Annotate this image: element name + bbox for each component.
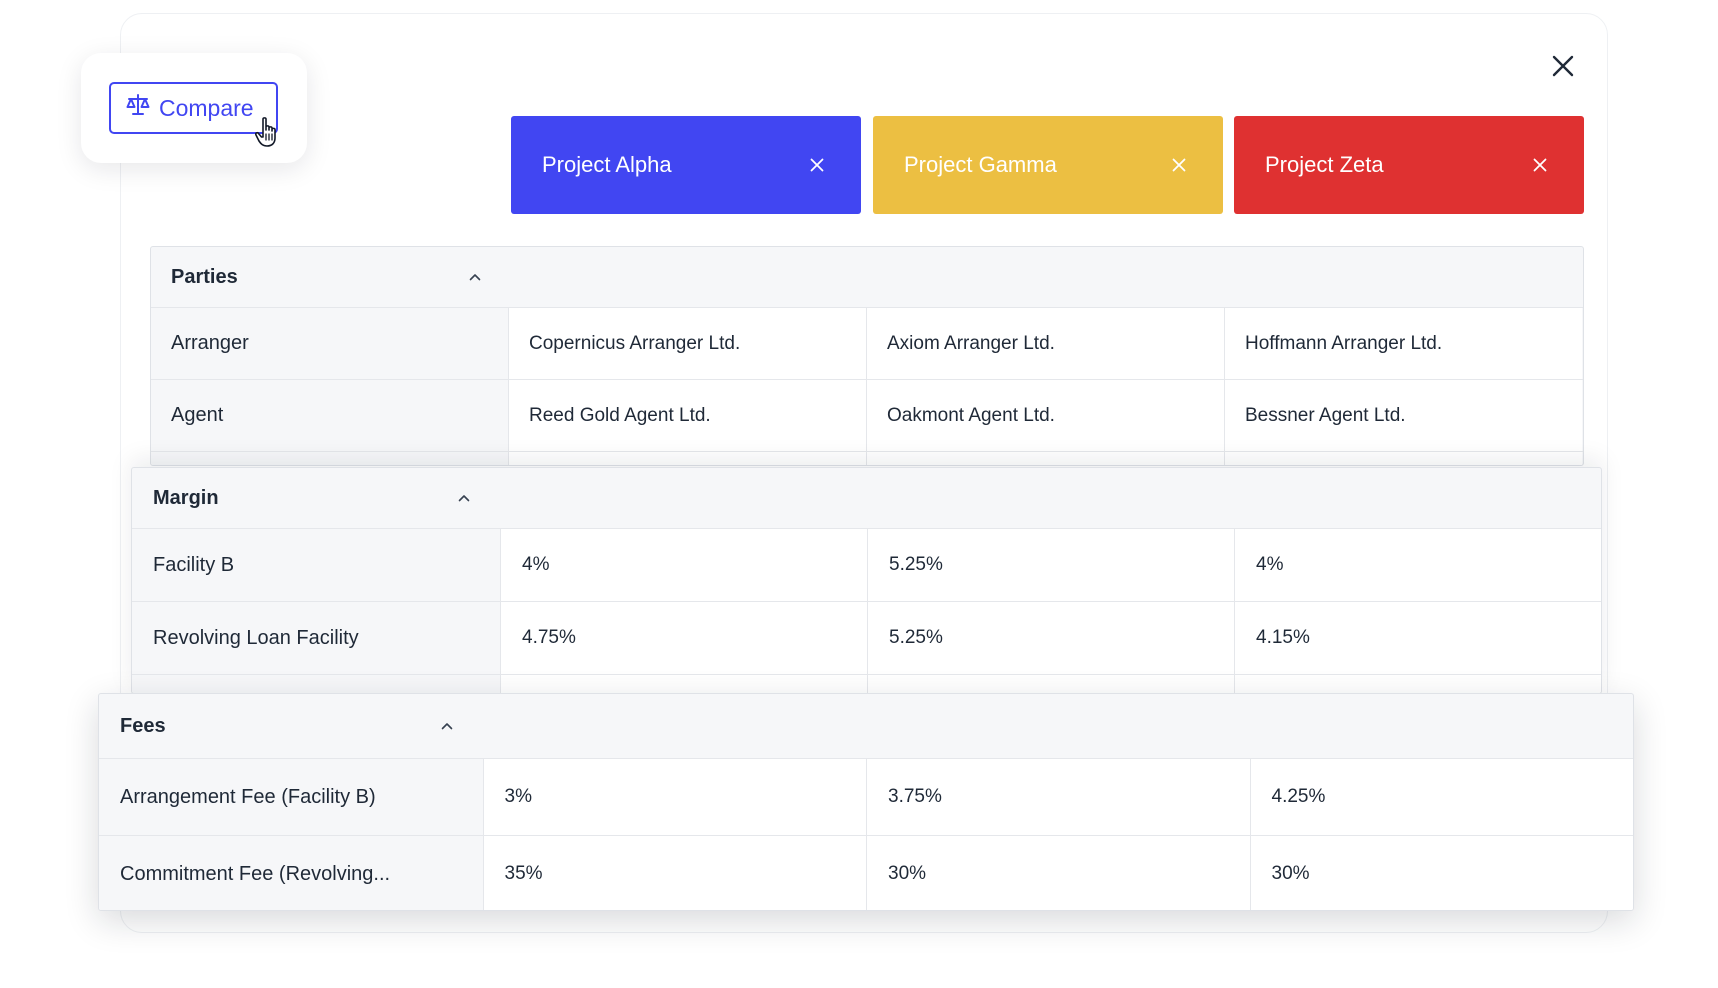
table-cell: 30% bbox=[1249, 836, 1633, 910]
row-label: Revolving Loan Facility bbox=[132, 602, 500, 674]
table-row: Arrangement Fee (Facility B) 3% 3.75% 4.… bbox=[99, 758, 1633, 835]
row-label: Facility B bbox=[132, 529, 500, 601]
table-cell: 4.25% bbox=[1249, 759, 1633, 835]
section-margin: Margin Facility B 4% 5.25% 4% Revolving … bbox=[131, 467, 1602, 694]
chevron-up-icon[interactable] bbox=[437, 716, 457, 736]
project-chip-alpha: Project Alpha bbox=[511, 116, 861, 214]
compare-button-label: Compare bbox=[159, 94, 254, 121]
table-cell: 5.25% bbox=[867, 602, 1234, 674]
table-row bbox=[132, 674, 1601, 693]
table-cell bbox=[508, 452, 866, 465]
table-cell: Hoffmann Arranger Ltd. bbox=[1224, 308, 1582, 379]
row-label: Agent bbox=[151, 380, 508, 451]
table-row: Revolving Loan Facility 4.75% 5.25% 4.15… bbox=[132, 601, 1601, 674]
table-cell: Bessner Agent Ltd. bbox=[1224, 380, 1582, 451]
table-cell: Reed Gold Agent Ltd. bbox=[508, 380, 866, 451]
row-label bbox=[132, 675, 500, 693]
project-chip-label: Project Alpha bbox=[542, 152, 672, 177]
section-header[interactable]: Fees bbox=[99, 694, 1633, 758]
compare-button[interactable]: Compare bbox=[109, 82, 278, 134]
table-cell: Axiom Arranger Ltd. bbox=[866, 308, 1224, 379]
row-label: Arrangement Fee (Facility B) bbox=[99, 759, 483, 835]
compare-card: Compare bbox=[81, 53, 307, 163]
table-cell bbox=[500, 675, 867, 693]
scale-icon bbox=[125, 92, 151, 124]
section-title: Fees bbox=[120, 714, 166, 737]
table-row: Commitment Fee (Revolving... 35% 30% 30% bbox=[99, 835, 1633, 910]
hand-cursor-icon bbox=[254, 116, 281, 153]
close-icon[interactable] bbox=[1528, 153, 1552, 177]
section-parties: Parties Arranger Copernicus Arranger Ltd… bbox=[150, 246, 1584, 466]
chevron-up-icon[interactable] bbox=[465, 267, 485, 287]
row-label: Commitment Fee (Revolving... bbox=[99, 836, 483, 910]
table-cell bbox=[866, 452, 1224, 465]
row-label: Arranger bbox=[151, 308, 508, 379]
table-cell: 4.75% bbox=[500, 602, 867, 674]
table-cell: Copernicus Arranger Ltd. bbox=[508, 308, 866, 379]
table-row: Facility B 4% 5.25% 4% bbox=[132, 528, 1601, 601]
project-chip-label: Project Zeta bbox=[1265, 152, 1384, 177]
table-cell bbox=[867, 675, 1234, 693]
table-cell: Oakmont Agent Ltd. bbox=[866, 380, 1224, 451]
close-icon[interactable] bbox=[1545, 48, 1581, 84]
chevron-up-icon[interactable] bbox=[454, 488, 474, 508]
section-header[interactable]: Parties bbox=[151, 247, 1583, 307]
project-chip-zeta: Project Zeta bbox=[1234, 116, 1584, 214]
section-title: Parties bbox=[171, 265, 238, 288]
close-icon[interactable] bbox=[805, 153, 829, 177]
table-cell: 4% bbox=[1234, 529, 1601, 601]
table-row: Arranger Copernicus Arranger Ltd. Axiom … bbox=[151, 307, 1583, 379]
table-cell: 4.15% bbox=[1234, 602, 1601, 674]
table-cell: 30% bbox=[866, 836, 1250, 910]
table-cell: 5.25% bbox=[867, 529, 1234, 601]
table-cell bbox=[1224, 452, 1582, 465]
table-cell: 3.75% bbox=[866, 759, 1250, 835]
section-header[interactable]: Margin bbox=[132, 468, 1601, 528]
table-row bbox=[151, 451, 1583, 465]
table-cell: 3% bbox=[482, 759, 866, 835]
table-cell: 35% bbox=[482, 836, 866, 910]
project-chip-label: Project Gamma bbox=[904, 152, 1057, 177]
section-title: Margin bbox=[153, 486, 219, 509]
close-icon[interactable] bbox=[1167, 153, 1191, 177]
section-fees: Fees Arrangement Fee (Facility B) 3% 3.7… bbox=[98, 693, 1634, 911]
table-cell bbox=[1234, 675, 1601, 693]
project-chip-gamma: Project Gamma bbox=[873, 116, 1223, 214]
table-cell: 4% bbox=[500, 529, 867, 601]
table-row: Agent Reed Gold Agent Ltd. Oakmont Agent… bbox=[151, 379, 1583, 451]
row-label bbox=[151, 452, 508, 465]
